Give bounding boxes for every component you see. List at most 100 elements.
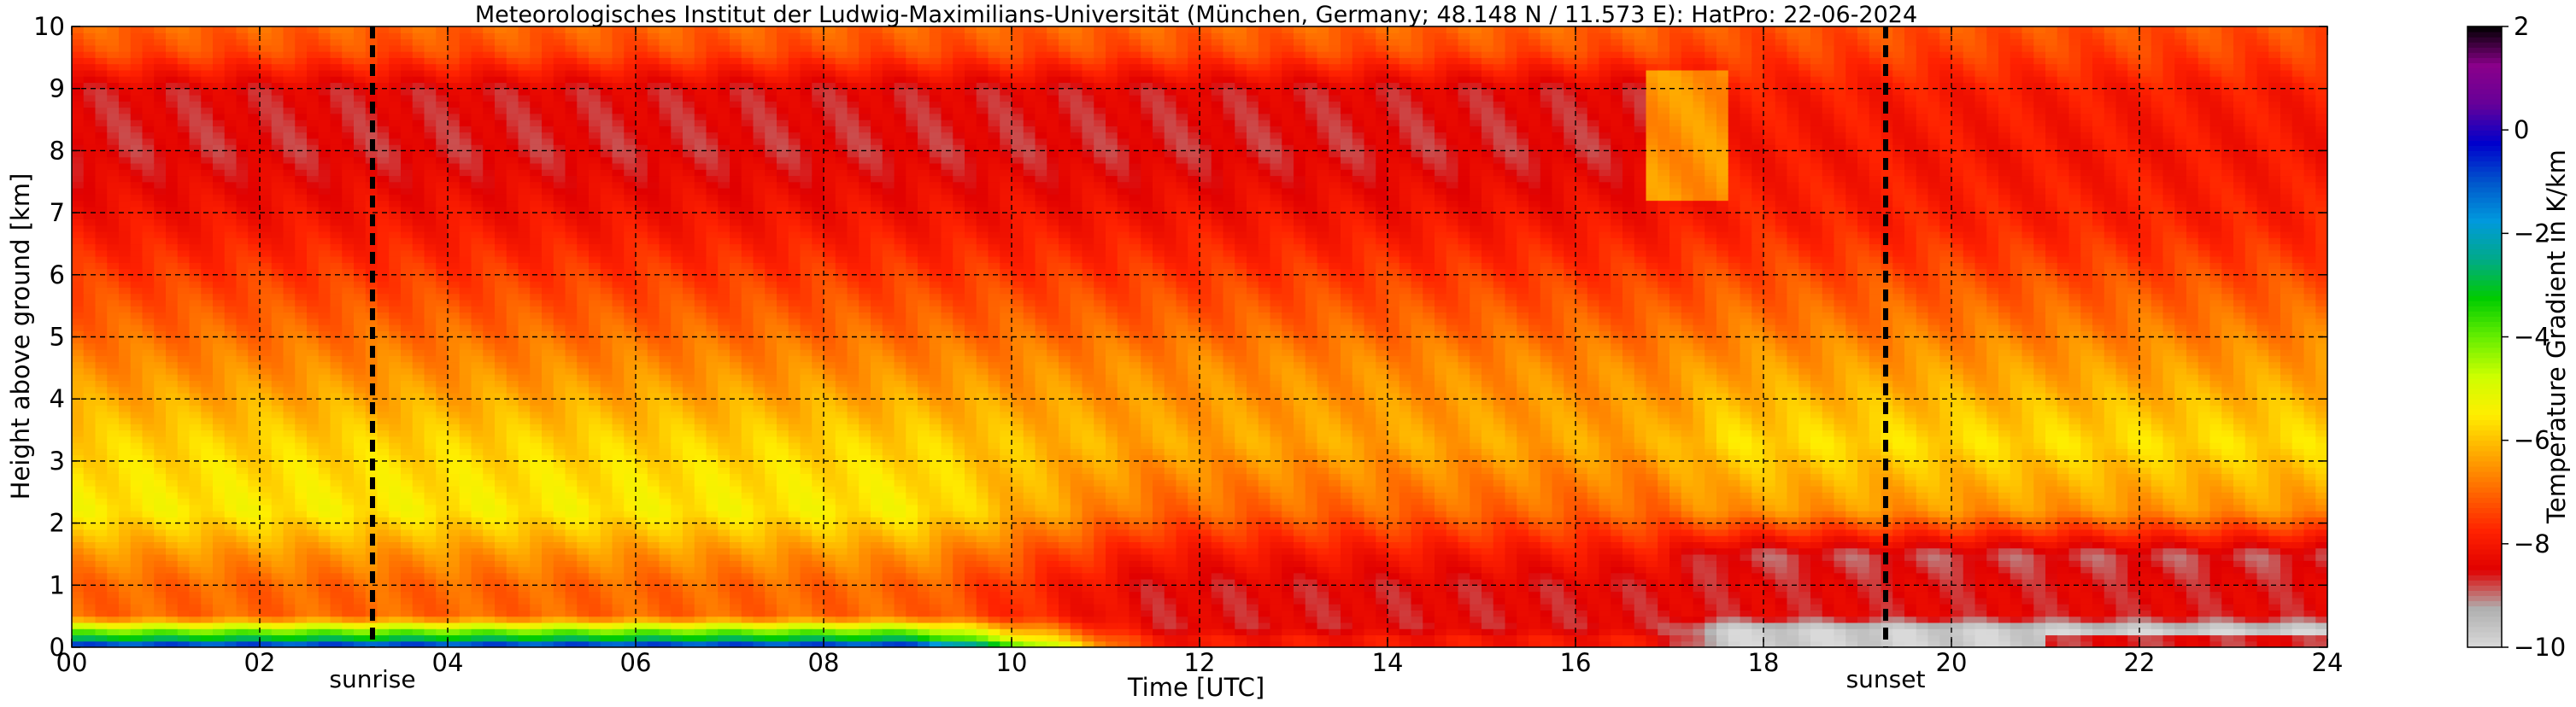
heatmap-cell: [412, 572, 425, 580]
heatmap-cell: [295, 120, 308, 126]
heatmap-cell: [330, 107, 343, 114]
heatmap-cell: [72, 399, 85, 406]
heatmap-cell: [483, 144, 496, 151]
heatmap-cell: [177, 504, 191, 511]
heatmap-cell: [612, 597, 625, 605]
heatmap-cell: [459, 435, 472, 443]
heatmap-cell: [389, 126, 402, 133]
heatmap-cell: [518, 255, 531, 263]
heatmap-cell: [107, 342, 120, 350]
heatmap-cell: [389, 44, 402, 52]
heatmap-cell: [283, 249, 296, 257]
heatmap-cell: [600, 219, 613, 226]
heatmap-cell: [130, 579, 144, 586]
heatmap-cell: [624, 604, 637, 611]
heatmap-cell: [95, 429, 108, 437]
heatmap-cell: [283, 231, 296, 238]
heatmap-cell: [318, 169, 332, 177]
heatmap-cell: [553, 144, 566, 151]
heatmap-cell: [342, 113, 355, 120]
heatmap-cell: [107, 411, 120, 418]
heatmap-cell: [495, 120, 508, 126]
heatmap-cell: [448, 435, 461, 443]
heatmap-cell: [436, 442, 449, 449]
heatmap-cell: [448, 274, 461, 282]
heatmap-cell: [130, 399, 144, 406]
heatmap-cell: [612, 162, 625, 170]
heatmap-cell: [236, 411, 249, 418]
heatmap-cell: [448, 144, 461, 151]
heatmap-cell: [624, 82, 637, 90]
heatmap-cell: [260, 169, 273, 177]
heatmap-cell: [448, 342, 461, 350]
heatmap-cell: [506, 299, 519, 307]
heatmap-cell: [553, 324, 566, 331]
heatmap-cell: [224, 585, 238, 593]
heatmap-cell: [542, 424, 555, 431]
heatmap-cell: [589, 597, 601, 605]
heatmap-cell: [330, 181, 343, 189]
heatmap-cell: [542, 597, 555, 605]
heatmap-cell: [119, 435, 132, 443]
heatmap-cell: [330, 504, 343, 511]
heatmap-cell: [624, 566, 637, 574]
heatmap-cell: [624, 219, 637, 226]
heatmap-cell: [636, 411, 648, 418]
heatmap-cell: [389, 411, 402, 418]
heatmap-cell: [83, 418, 97, 424]
heatmap-cell: [107, 405, 120, 412]
heatmap-cell: [95, 312, 108, 319]
heatmap-cell: [424, 392, 437, 400]
heatmap-cell: [189, 107, 202, 114]
heatmap-cell: [459, 380, 472, 388]
heatmap-cell: [154, 200, 167, 207]
heatmap-cell: [72, 156, 85, 164]
heatmap-cell: [506, 51, 519, 58]
heatmap-cell: [412, 225, 425, 232]
heatmap-cell: [189, 492, 202, 500]
heatmap-cell: [530, 200, 543, 207]
heatmap-cell: [307, 162, 320, 170]
heatmap-cell: [95, 405, 108, 412]
heatmap-cell: [636, 523, 648, 530]
heatmap-cell: [354, 312, 367, 319]
heatmap-cell: [142, 156, 155, 164]
heatmap-cell: [295, 69, 308, 77]
heatmap-cell: [483, 318, 496, 325]
heatmap-cell: [636, 460, 648, 468]
heatmap-cell: [142, 162, 155, 170]
heatmap-cell: [72, 424, 85, 431]
heatmap-cell: [119, 349, 132, 356]
heatmap-cell: [647, 498, 660, 505]
heatmap-cell: [553, 101, 566, 108]
heatmap-cell: [72, 175, 85, 183]
heatmap-cell: [600, 101, 613, 108]
heatmap-cell: [119, 249, 132, 257]
heatmap-cell: [389, 380, 402, 388]
heatmap-cell: [506, 566, 519, 574]
heatmap-cell: [83, 57, 97, 65]
heatmap-cell: [72, 535, 85, 543]
heatmap-cell: [436, 225, 449, 232]
heatmap-cell: [189, 126, 202, 133]
heatmap-cell: [471, 318, 484, 325]
heatmap-cell: [483, 361, 496, 369]
heatmap-cell: [248, 126, 261, 133]
heatmap-cell: [224, 628, 238, 636]
heatmap-cell: [95, 213, 108, 219]
heatmap-cell: [436, 120, 449, 126]
heatmap-cell: [236, 473, 249, 481]
heatmap-cell: [189, 330, 202, 338]
heatmap-cell: [72, 82, 85, 90]
heatmap-cell: [624, 399, 637, 406]
heatmap-cell: [342, 57, 355, 65]
heatmap-cell: [518, 213, 531, 219]
heatmap-cell: [166, 231, 179, 238]
heatmap-cell: [154, 169, 167, 177]
heatmap-cell: [553, 255, 566, 263]
heatmap-cell: [177, 547, 191, 555]
heatmap-cell: [72, 131, 85, 139]
heatmap-cell: [389, 405, 402, 412]
heatmap-cell: [189, 287, 202, 295]
heatmap-cell: [647, 529, 660, 536]
